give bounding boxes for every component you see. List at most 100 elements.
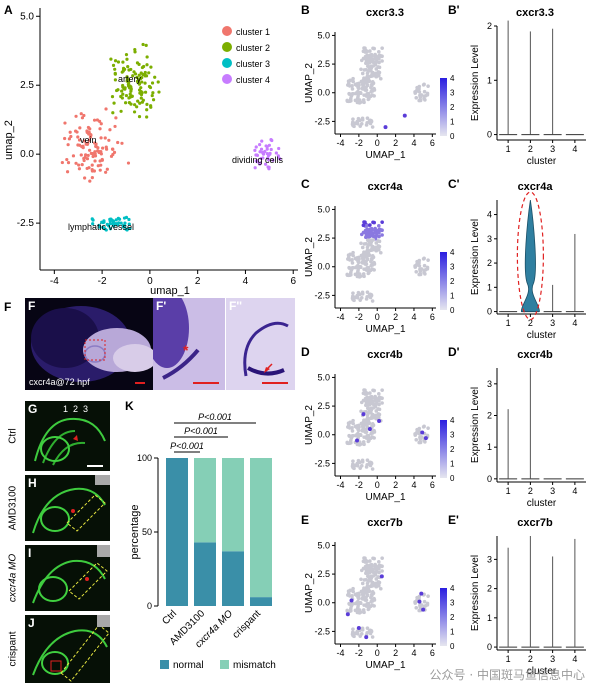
umap-point (263, 149, 267, 154)
feature-y-tick-label: 0.0 (317, 598, 330, 608)
legend-label-cluster-4: cluster 4 (236, 75, 270, 85)
feature-cell-point (369, 411, 373, 415)
umap-point (153, 75, 157, 79)
umap-point (74, 114, 78, 118)
arrowhead-icon (73, 435, 78, 441)
panel-letter-f: F (28, 299, 36, 313)
umap-point (76, 143, 80, 147)
feature-cell-point (372, 46, 376, 51)
a-y-tick-label: 2.5 (20, 80, 34, 91)
feature-cell-point (349, 267, 354, 272)
umap-point (127, 68, 131, 72)
feature-cell-point (418, 603, 423, 608)
umap-point (108, 227, 112, 231)
feature-x-tick-label: 4 (411, 138, 416, 148)
feature-highlight-point (367, 427, 372, 432)
panel-g-image: G 1 2 3 (25, 401, 110, 471)
feature-highlight-point (379, 574, 384, 579)
umap-point (105, 167, 109, 171)
umap-point (88, 127, 92, 131)
feature-cell-point (351, 117, 355, 121)
umap-point (86, 153, 90, 158)
feature-cell-point (351, 291, 355, 295)
umap-point (82, 156, 86, 161)
umap-point (258, 143, 262, 147)
feature-plot-title: cxcr4a (368, 181, 404, 193)
feature-cell-point (369, 592, 374, 597)
feature-cell-point (417, 98, 421, 103)
feature-cell-point (364, 465, 369, 469)
violin-y-tick-label: 2 (487, 258, 492, 268)
colorbar-tick-label: 0 (450, 306, 455, 315)
umap-point (103, 227, 107, 231)
umap-point (126, 65, 130, 69)
feature-cell-point (367, 589, 372, 594)
g-scale-bar (87, 465, 103, 467)
umap-point (129, 87, 133, 91)
umap-point (87, 148, 92, 152)
feature-cell-point (363, 220, 367, 224)
feature-cell-point (362, 93, 366, 97)
feature-cell-point (422, 263, 427, 268)
label-ctrl-wrap: Ctrl (3, 401, 23, 471)
feature-cell-point (369, 629, 374, 633)
feature-cell-point (360, 626, 365, 631)
feature-cell-point (372, 268, 376, 272)
violin-x-tick-label: 2 (528, 318, 533, 328)
k-bars (166, 458, 272, 606)
feature-cell-point (364, 403, 368, 408)
colorbar-tick-label: 0 (450, 474, 455, 483)
umap-point (140, 80, 144, 84)
a-y-tick-label: 0.0 (20, 149, 34, 160)
umap-point (66, 143, 70, 147)
umap-point (93, 159, 97, 163)
feature-cell-point (359, 577, 363, 582)
feature-cell-point (354, 433, 358, 438)
feature-cell-point (354, 631, 358, 636)
panel-letter-e-prime: E' (448, 513, 459, 527)
umap-point (77, 167, 82, 171)
f-scale-bar (135, 382, 145, 384)
panel-letter-h: H (28, 476, 37, 490)
feature-cell-point (359, 295, 364, 300)
violin-y-tick-label: 3 (487, 234, 492, 244)
k-y-tick-label: 50 (142, 527, 152, 537)
umap-point (80, 116, 85, 120)
inset-image-1 (153, 298, 219, 384)
arch-number-1: 1 (63, 404, 69, 414)
feature-cell-point (351, 627, 355, 631)
umap-point (119, 109, 123, 113)
feature-cell-point (372, 398, 377, 403)
violin-plot-title: cxcr4b (517, 349, 553, 361)
bar-segment-mismatch (222, 458, 244, 552)
feature-cell-point (368, 49, 372, 53)
feature-cell-point (376, 575, 380, 579)
feature-y-tick-label: 2.5 (317, 59, 330, 69)
feature-cell-point (370, 635, 375, 639)
feature-cell-point (369, 259, 373, 264)
feature-cell-point (414, 437, 419, 442)
umap-point (111, 147, 115, 151)
violin-x-tick-label: 4 (572, 486, 577, 496)
legend-label-cluster-2: cluster 2 (236, 43, 270, 53)
feature-cell-point (422, 599, 427, 604)
umap-point (133, 50, 137, 54)
feature-plot-1: cxcr3.3 -4 -2 0 2 4 6 5.0 2.5 0.0 -2.5 UMAP_1 UMAP_2… (304, 7, 455, 161)
violin-x-tick-label: 1 (506, 654, 511, 664)
violin-x-axis-label: cluster (527, 666, 557, 677)
umap-point (258, 161, 263, 165)
umap-point (150, 81, 155, 85)
legend-dot-cluster-4 (222, 74, 232, 84)
feature-cell-point (346, 425, 350, 429)
feature-cell-point (380, 233, 384, 237)
feature-cell-point (365, 458, 370, 462)
feature-y-tick-label: 5.0 (317, 204, 330, 214)
feature-cell-point (350, 120, 355, 125)
umap-point (112, 224, 116, 228)
umap-point (258, 150, 262, 154)
bar-segment-normal (222, 551, 244, 606)
feature-cell-point (369, 226, 374, 231)
k-legend-label-mismatch: mismatch (233, 660, 276, 671)
k-x-tick-label: Ctrl (160, 608, 179, 627)
feature-cell-point (359, 631, 364, 636)
